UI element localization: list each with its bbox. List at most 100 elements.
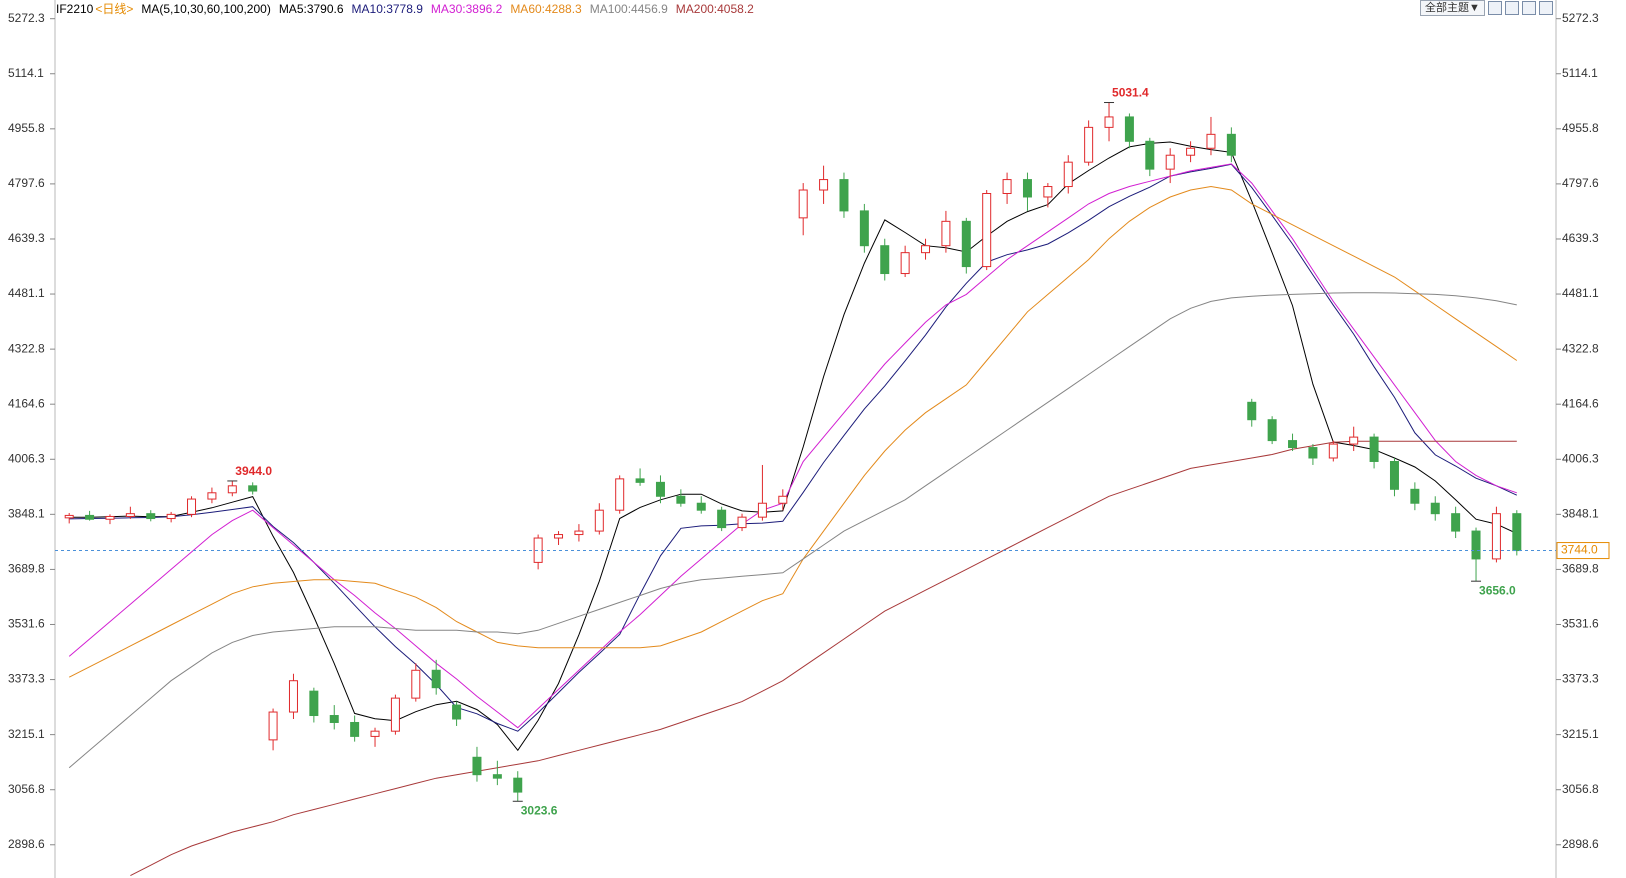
candle-body: [1165, 154, 1175, 170]
candle-body: [757, 502, 767, 518]
y-tick-label: 4481.1: [8, 286, 45, 300]
legend-entry: MA200:4058.2: [675, 2, 754, 16]
annotation-label: 3656.0: [1479, 583, 1516, 597]
candle-body: [1471, 530, 1481, 560]
header: IF2210 <日线> MA(5,10,30,60,100,200) MA5:3…: [56, 1, 754, 17]
candle-body: [1349, 436, 1359, 445]
candle-body: [1022, 179, 1032, 198]
candle-body: [859, 210, 869, 247]
last-price-label: 3744.0: [1561, 543, 1598, 557]
toolbar: 全部主题▼: [1420, 0, 1553, 16]
candle-body: [431, 669, 441, 689]
y-tick-label-right: 3373.3: [1562, 672, 1599, 686]
toolbar-icon[interactable]: [1504, 1, 1519, 15]
candle-body: [1308, 447, 1318, 459]
candle-body: [390, 697, 400, 732]
candle-body: [717, 509, 727, 529]
candle-body: [798, 189, 808, 219]
y-tick-label: 5114.1: [8, 66, 44, 80]
candle-body: [1430, 502, 1440, 515]
legend-entry: MA5:3790.6: [278, 2, 344, 16]
y-tick-label-right: 5114.1: [1562, 66, 1598, 80]
y-tick-label: 2898.6: [8, 837, 45, 851]
candle-body: [1124, 116, 1134, 142]
toolbar-icon[interactable]: [1538, 1, 1553, 15]
annotation-label: 3023.6: [521, 803, 558, 817]
y-tick-label-right: 3056.8: [1562, 782, 1599, 796]
candle-body: [1043, 186, 1053, 198]
last-price-box: [1556, 542, 1610, 560]
candle-body: [309, 690, 319, 717]
y-tick-label: 3056.8: [8, 782, 45, 796]
legend-entry: MA10:3778.9: [351, 2, 423, 16]
candle-body: [492, 774, 502, 779]
candle-body: [676, 495, 686, 504]
y-tick-label: 3373.3: [8, 672, 45, 686]
y-tick-label-right: 4797.6: [1562, 176, 1599, 190]
candle-body: [900, 252, 910, 275]
theme-button[interactable]: 全部主题▼: [1420, 0, 1485, 16]
candle-body: [1369, 436, 1379, 462]
candle-body: [574, 530, 584, 536]
y-tick-label: 4955.8: [8, 121, 45, 135]
candle-body: [982, 192, 992, 268]
y-tick-label: 4797.6: [8, 176, 45, 190]
y-tick-label-right: 4639.3: [1562, 231, 1599, 245]
y-tick-label: 3215.1: [8, 727, 45, 741]
indicator[interactable]: MA(5,10,30,60,100,200): [141, 2, 271, 16]
candle-body: [615, 478, 625, 511]
ma-line: [68, 185, 1518, 678]
symbol: IF2210: [56, 2, 94, 16]
candle-body: [187, 498, 197, 515]
candle-body: [350, 721, 360, 737]
candle-body: [961, 220, 971, 268]
candle-body: [248, 485, 258, 492]
legend-entry: MA60:4288.3: [510, 2, 582, 16]
candle-body: [1226, 133, 1236, 156]
annotation-label: 3944.0: [235, 464, 272, 478]
y-tick-label: 4006.3: [8, 451, 45, 465]
candle-body: [839, 179, 849, 212]
candle-body: [1410, 488, 1420, 504]
candle-body: [921, 245, 931, 254]
y-tick-label: 3848.1: [8, 507, 45, 521]
y-tick-label: 4164.6: [8, 396, 45, 410]
candle-body: [85, 514, 95, 520]
y-tick-label: 4322.8: [8, 341, 45, 355]
candle-body: [411, 669, 421, 699]
period[interactable]: <日线>: [95, 2, 134, 16]
candle-body: [1512, 513, 1522, 552]
ma-line: [130, 440, 1517, 877]
annotation-label: 5031.4: [1112, 86, 1149, 100]
candle-body: [737, 516, 747, 529]
y-tick-label: 5272.3: [8, 11, 45, 25]
ma-line: [68, 292, 1517, 769]
candle-body: [1328, 443, 1338, 459]
candle-body: [1267, 419, 1277, 442]
y-tick-label-right: 2898.6: [1562, 837, 1599, 851]
toolbar-icon[interactable]: [1487, 1, 1502, 15]
legend-entry: MA30:3896.2: [430, 2, 503, 16]
candle-body: [819, 179, 829, 191]
candle-body: [635, 478, 645, 483]
candle-body: [125, 513, 135, 517]
candle-body: [227, 485, 237, 494]
y-tick-label: 3531.6: [8, 617, 45, 631]
candle-body: [941, 220, 951, 247]
candle-body: [1491, 513, 1501, 560]
candle-body: [655, 481, 665, 497]
candle-body: [1104, 116, 1114, 128]
candle-body: [452, 704, 462, 720]
candle-body: [696, 502, 706, 511]
toolbar-icon[interactable]: [1521, 1, 1536, 15]
y-tick-label-right: 3215.1: [1562, 727, 1599, 741]
legend-entry: MA100:4456.9: [589, 2, 668, 16]
candle-body: [1389, 460, 1399, 490]
y-tick-label-right: 5272.3: [1562, 11, 1599, 25]
candle-body: [554, 534, 564, 539]
candle-body: [513, 777, 523, 793]
y-tick-label-right: 4955.8: [1562, 121, 1599, 135]
candle-body: [1206, 133, 1216, 149]
